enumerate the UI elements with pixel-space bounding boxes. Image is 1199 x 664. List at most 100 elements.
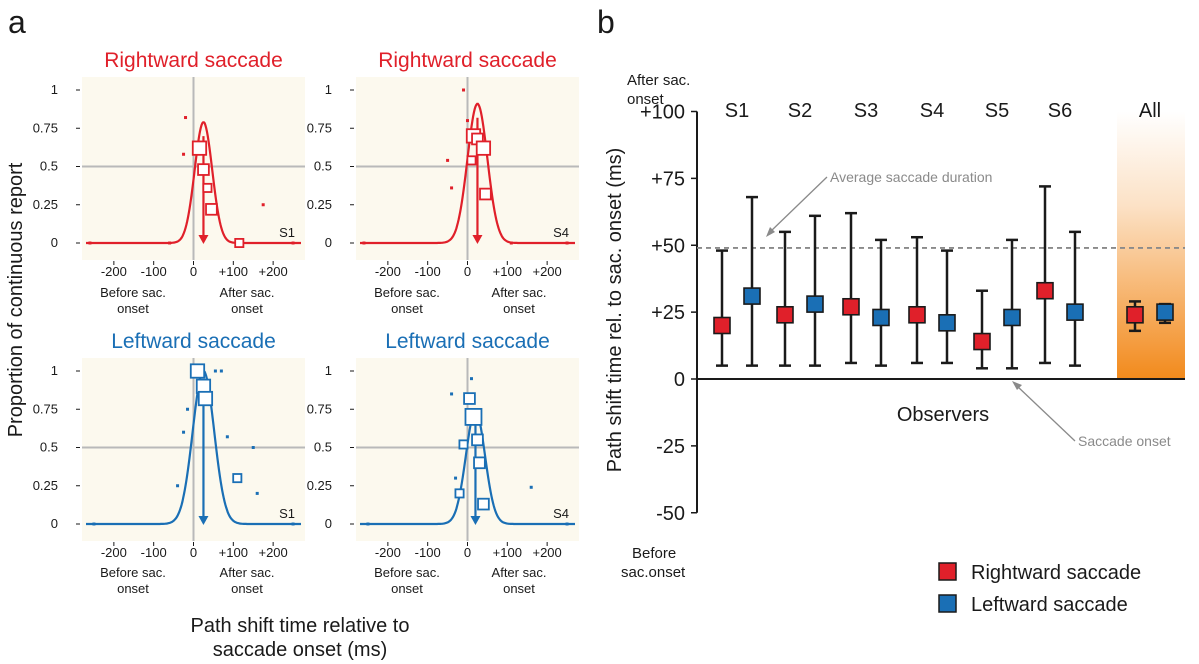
legend-swatch-leftward <box>938 594 957 613</box>
data-point <box>184 116 188 120</box>
data-point <box>450 392 454 396</box>
data-point <box>469 377 473 381</box>
peak-arrowhead <box>472 235 483 244</box>
legend: Rightward saccade Leftward saccade <box>938 562 1141 616</box>
y-tick-label: +75 <box>651 168 685 190</box>
observer-label: S4 <box>553 225 569 240</box>
y-tick-label: 0 <box>325 516 332 531</box>
before-onset-label: sac.onset <box>621 564 686 581</box>
data-point <box>454 488 465 499</box>
category-label: S1 <box>725 100 749 122</box>
y-tick-label: 0.75 <box>307 401 332 416</box>
after-label: After sac. <box>492 565 547 580</box>
data-point <box>182 430 186 434</box>
legend-label-rightward: Rightward saccade <box>971 562 1141 584</box>
x-tick-label: -200 <box>375 545 401 560</box>
x-tick-label: -100 <box>141 264 167 279</box>
before-label: Before sac. <box>374 565 440 580</box>
panel-a-ylabel: Proportion of continuous report <box>5 162 27 437</box>
before-label: Before sac. <box>100 565 166 580</box>
y-tick-label: +50 <box>651 235 685 257</box>
peak-arrowhead <box>198 516 209 525</box>
data-point <box>473 456 486 470</box>
mean-marker <box>1003 308 1021 327</box>
panel-a-letter: a <box>8 4 26 40</box>
y-tick-label: -50 <box>656 503 685 525</box>
mean-marker <box>776 305 794 324</box>
data-point <box>191 140 208 156</box>
y-tick-label: 0.25 <box>33 197 58 212</box>
data-point <box>291 522 295 526</box>
duration-pointer-head <box>766 227 775 237</box>
category-label: S5 <box>985 100 1009 122</box>
mean-marker <box>806 295 824 313</box>
y-tick-label: 0.75 <box>33 401 58 416</box>
fit-curve <box>86 121 301 245</box>
category-label: S6 <box>1048 100 1072 122</box>
data-point <box>466 119 469 123</box>
onset-pointer-head <box>1012 381 1022 390</box>
data-point <box>197 390 214 407</box>
mean-marker <box>743 287 761 305</box>
data-point <box>477 497 490 511</box>
x-tick-label: 0 <box>464 264 471 279</box>
x-tick-label: +100 <box>493 264 522 279</box>
data-point <box>182 152 186 156</box>
after-label: After sac. <box>220 285 275 300</box>
category-label: S3 <box>854 100 878 122</box>
y-tick-label: 0.25 <box>33 478 58 493</box>
y-tick-label: 0.75 <box>307 120 332 135</box>
legend-swatch-rightward <box>938 562 957 581</box>
data-point <box>205 203 218 216</box>
y-tick-label: 0 <box>51 235 58 250</box>
x-tick-label: 0 <box>464 545 471 560</box>
data-point <box>565 241 569 245</box>
data-point <box>255 491 259 495</box>
before-label: Before sac. <box>374 285 440 300</box>
fit-curve <box>86 370 301 526</box>
after-onset-label: onset <box>627 91 665 108</box>
mean-marker <box>1036 281 1054 300</box>
data-point <box>186 407 190 411</box>
before-label: onset <box>391 581 423 596</box>
x-tick-label: +200 <box>258 264 287 279</box>
data-point <box>362 241 366 245</box>
before-label: onset <box>391 301 423 316</box>
data-point <box>529 485 533 489</box>
y-tick-label: 0.75 <box>33 120 58 135</box>
mean-marker <box>872 308 890 327</box>
category-label: S4 <box>920 100 944 122</box>
x-tick-label: -200 <box>101 545 127 560</box>
y-tick-label: +25 <box>651 302 685 324</box>
data-point <box>464 407 483 426</box>
panel-a-charts: Rightward saccade 0 0.25 0.5 0.75 1 -200 -100 0 +… <box>33 49 579 560</box>
subplot-title: Rightward saccade <box>378 49 557 72</box>
y-tick-label: 0 <box>674 369 685 391</box>
data-point <box>466 155 477 166</box>
panel-a-xlabel-line2: saccade onset (ms) <box>213 639 388 661</box>
subplot-1: Rightward saccade 0 0.25 0.5 0.75 1 -200 -100 0 +… <box>33 49 305 279</box>
data-point <box>202 182 213 193</box>
data-point <box>232 473 243 484</box>
panel-b-ylabel: Path shift time rel. to sac. onset (ms) <box>604 148 626 473</box>
data-point <box>509 241 513 245</box>
subplot-4: Leftward saccade 0 0.25 0.5 0.75 1 -200 -100 0 +1… <box>307 330 579 560</box>
before-label: Before sac. <box>100 285 166 300</box>
data-point <box>234 237 245 248</box>
x-tick-label: 0 <box>190 264 197 279</box>
after-label: After sac. <box>220 565 275 580</box>
data-point <box>225 435 229 439</box>
data-point <box>471 433 484 447</box>
data-point <box>450 186 454 190</box>
data-point <box>462 88 466 92</box>
x-tick-label: 0 <box>190 545 197 560</box>
category-label: All <box>1139 100 1161 122</box>
data-point <box>219 369 223 373</box>
x-tick-label: +100 <box>219 264 248 279</box>
x-tick-label: +100 <box>493 545 522 560</box>
x-tick-label: -200 <box>101 264 127 279</box>
data-point <box>454 476 458 480</box>
annotation-duration: Average saccade duration <box>830 169 992 185</box>
peak-arrowhead <box>198 235 209 244</box>
data-point <box>92 522 96 526</box>
